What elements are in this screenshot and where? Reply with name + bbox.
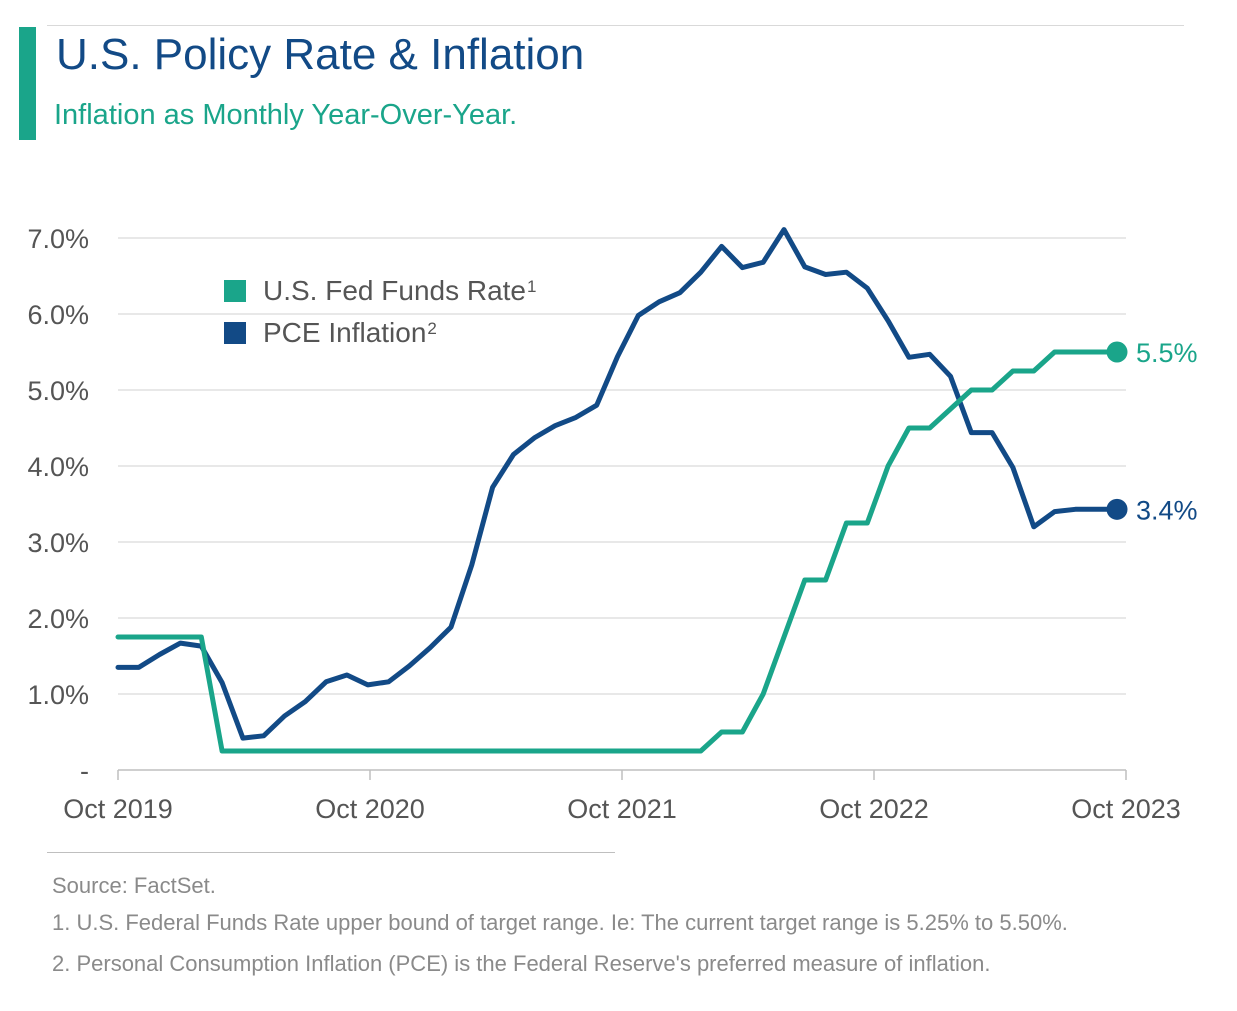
chart-subtitle: Inflation as Monthly Year-Over-Year.	[54, 99, 518, 131]
x-axis: Oct 2019 Oct 2020 Oct 2021 Oct 2022 Oct 2023	[63, 769, 1181, 824]
legend-label-pce: PCE Inflation	[263, 317, 427, 348]
x-tick-label-1: Oct 2020	[315, 794, 425, 824]
legend-swatch-fed-funds	[224, 280, 246, 302]
x-tick-label-0: Oct 2019	[63, 794, 173, 824]
y-tick-label-4: 4.0%	[27, 452, 89, 482]
legend-swatch-pce	[224, 322, 246, 344]
series-line-fed-funds	[115, 349, 1120, 754]
x-tick-label-4: Oct 2023	[1071, 794, 1181, 824]
y-tick-label-5: 5.0%	[27, 376, 89, 406]
y-tick-label-1: 1.0%	[27, 680, 89, 710]
y-tick-label-6: 6.0%	[27, 300, 89, 330]
end-marker-pce	[1106, 498, 1128, 520]
end-label-fed-funds: 5.5%	[1136, 338, 1198, 368]
legend-label-fed-funds: U.S. Fed Funds Rate	[263, 275, 527, 306]
top-rule	[47, 25, 1184, 26]
legend-sup-pce: 2	[427, 319, 437, 338]
x-tick-label-2: Oct 2021	[567, 794, 677, 824]
footer-rule	[47, 852, 615, 853]
series-lines	[115, 227, 1120, 754]
y-tick-label-3: 3.0%	[27, 528, 89, 558]
legend-item-pce: PCE Inflation 2	[224, 317, 437, 349]
legend-item-fed-funds: U.S. Fed Funds Rate 1	[224, 275, 536, 307]
legend-sup-fed-funds: 1	[527, 277, 537, 296]
end-labels: 3.4% 5.5%	[1106, 338, 1198, 525]
y-tick-label-0: -	[80, 756, 89, 786]
y-tick-label-2: 2.0%	[27, 604, 89, 634]
y-axis-tick-labels: - 1.0% 2.0% 3.0% 4.0% 5.0% 6.0% 7.0%	[27, 224, 89, 786]
end-marker-fed-funds	[1106, 341, 1128, 363]
series-line-pce	[115, 227, 1120, 741]
title-accent-bar	[19, 27, 36, 140]
footnote-2: 2. Personal Consumption Inflation (PCE) …	[52, 951, 991, 976]
end-label-pce: 3.4%	[1136, 495, 1198, 525]
footnote-1: 1. U.S. Federal Funds Rate upper bound o…	[52, 910, 1068, 935]
chart-title: U.S. Policy Rate & Inflation	[56, 30, 585, 79]
source-note: Source: FactSet.	[52, 873, 216, 898]
x-tick-label-3: Oct 2022	[819, 794, 929, 824]
y-tick-label-7: 7.0%	[27, 224, 89, 254]
